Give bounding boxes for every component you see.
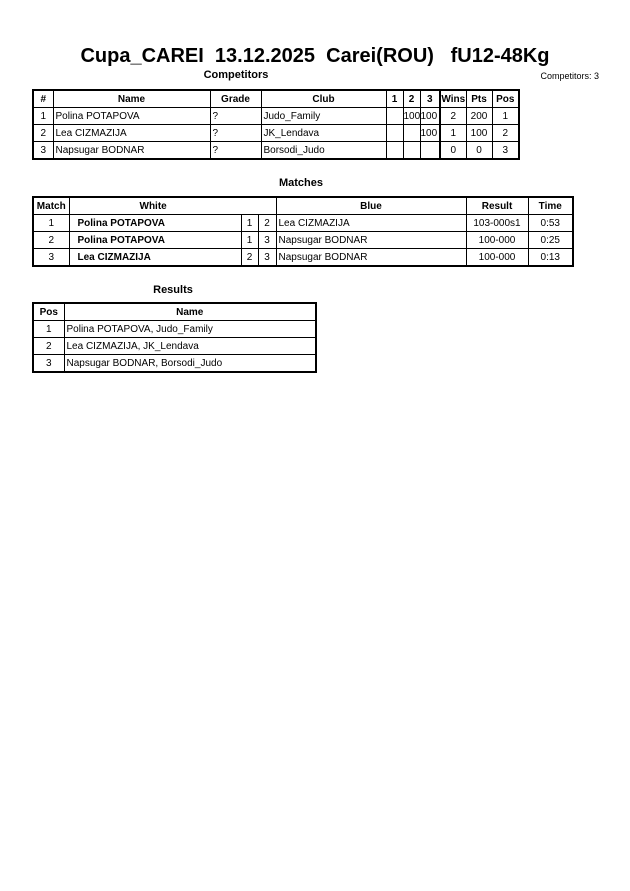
wins-cell: 0 [439, 141, 467, 160]
score-3-cell: 100 [419, 124, 441, 142]
result-name-cell: Polina POTAPOVA, Judo_Family [63, 320, 317, 338]
score-3-cell [419, 141, 441, 160]
time-cell: 0:13 [527, 248, 574, 267]
wins-cell: 1 [439, 124, 467, 142]
score-1-cell [385, 107, 404, 125]
white-name-cell: Lea CIZMAZIJA [68, 248, 242, 267]
header-result: Result [465, 196, 529, 215]
header-grade: Grade [209, 89, 262, 108]
result-position-cell: 2 [32, 337, 65, 355]
club-cell: Judo_Family [260, 107, 387, 125]
points-cell: 0 [465, 141, 493, 160]
result-cell: 100-000 [465, 231, 529, 249]
time-cell: 0:53 [527, 214, 574, 232]
competitor-row: 1 Polina POTAPOVA? Judo_Family 100 100 2 200 1 [32, 107, 520, 125]
club-cell: Borsodi_Judo [260, 141, 387, 160]
page-title: Cupa_CAREI 13.12.2025 Carei(ROU) fU12-48… [80, 45, 550, 67]
header-name: Name [63, 302, 317, 321]
competitors-table: # Name Grade Club 1 2 3 Wins Pts Pos 1 Polina POTAP… [32, 89, 520, 160]
competitor-row: 3 Napsugar BODNAR? Borsodi_Judo 0 0 3 [32, 141, 520, 160]
result-cell: 100-000 [465, 248, 529, 267]
header-club: Club [260, 89, 387, 108]
position-cell: 3 [491, 141, 520, 160]
competitors-heading: Competitors [203, 69, 269, 81]
number-cell: 2 [32, 124, 54, 142]
name-cell: Polina POTAPOVA [52, 107, 211, 125]
blue-number-cell: 3 [257, 231, 277, 249]
score-2-cell [402, 141, 421, 160]
blue-name-cell: Napsugar BODNAR [275, 231, 467, 249]
score-2-cell: 100 [402, 107, 421, 125]
header-2: 2 [402, 89, 421, 108]
club-cell: JK_Lendava [260, 124, 387, 142]
result-name-cell: Lea CIZMAZIJA, JK_Lendava [63, 337, 317, 355]
name-cell: Lea CIZMAZIJA [52, 124, 211, 142]
match-number-cell: 3 [32, 248, 70, 267]
header-name: Name [52, 89, 211, 108]
score-1-cell [385, 141, 404, 160]
header-pos: Pos [491, 89, 520, 108]
grade-cell: ? [209, 107, 262, 125]
header-pos: Pos [32, 302, 65, 321]
results-table: Pos Name 1 Polina POTAPOVA, Judo_Family 2 Lea… [32, 302, 317, 373]
score-3-cell: 100 [419, 107, 441, 125]
result-row: 2 Lea CIZMAZIJA, JK_Lendava [32, 337, 317, 355]
wins-cell: 2 [439, 107, 467, 125]
time-cell: 0:25 [527, 231, 574, 249]
header-3: 3 [419, 89, 441, 108]
competitors-count: Competitors: 3 [540, 71, 599, 81]
result-row: 3 Napsugar BODNAR, Borsodi_Judo [32, 354, 317, 373]
header-white: White [68, 196, 277, 215]
blue-number-cell: 3 [257, 248, 277, 267]
position-cell: 2 [491, 124, 520, 142]
grade-cell: ? [209, 141, 262, 160]
blue-number-cell: 2 [257, 214, 277, 232]
score-2-cell [402, 124, 421, 142]
result-position-cell: 1 [32, 320, 65, 338]
header-number: # [32, 89, 54, 108]
blue-name-cell: Napsugar BODNAR [275, 248, 467, 267]
number-cell: 1 [32, 107, 54, 125]
score-1-cell [385, 124, 404, 142]
match-row: 1 Polina POTAPOVA 1 2 Lea CIZMAZIJA 103-000s1… [32, 214, 574, 232]
result-cell: 103-000s1 [465, 214, 529, 232]
match-number-cell: 2 [32, 231, 70, 249]
white-number-cell: 1 [240, 231, 259, 249]
matches-table: Match White Blue Result Time 1 Polina POT… [32, 196, 574, 267]
points-cell: 100 [465, 124, 493, 142]
white-number-cell: 2 [240, 248, 259, 267]
header-1: 1 [385, 89, 404, 108]
match-row: 3 Lea CIZMAZIJA 2 3 Napsugar BODNAR 100-000 0:… [32, 248, 574, 267]
white-name-cell: Polina POTAPOVA [68, 214, 242, 232]
header-blue: Blue [275, 196, 467, 215]
competitor-row: 2 Lea CIZMAZIJA? JK_Lendava 100 1 100 2 [32, 124, 520, 142]
name-cell: Napsugar BODNAR [52, 141, 211, 160]
points-cell: 200 [465, 107, 493, 125]
header-pts: Pts [465, 89, 493, 108]
match-row: 2 Polina POTAPOVA 1 3 Napsugar BODNAR 100-000… [32, 231, 574, 249]
white-name-cell: Polina POTAPOVA [68, 231, 242, 249]
header-wins: Wins [439, 89, 467, 108]
matches-heading: Matches [278, 177, 324, 189]
result-row: 1 Polina POTAPOVA, Judo_Family [32, 320, 317, 338]
match-number-cell: 1 [32, 214, 70, 232]
result-name-cell: Napsugar BODNAR, Borsodi_Judo [63, 354, 317, 373]
grade-cell: ? [209, 124, 262, 142]
results-heading: Results [153, 284, 193, 296]
number-cell: 3 [32, 141, 54, 160]
result-position-cell: 3 [32, 354, 65, 373]
position-cell: 1 [491, 107, 520, 125]
white-number-cell: 1 [240, 214, 259, 232]
header-time: Time [527, 196, 574, 215]
blue-name-cell: Lea CIZMAZIJA [275, 214, 467, 232]
header-match: Match [32, 196, 70, 215]
